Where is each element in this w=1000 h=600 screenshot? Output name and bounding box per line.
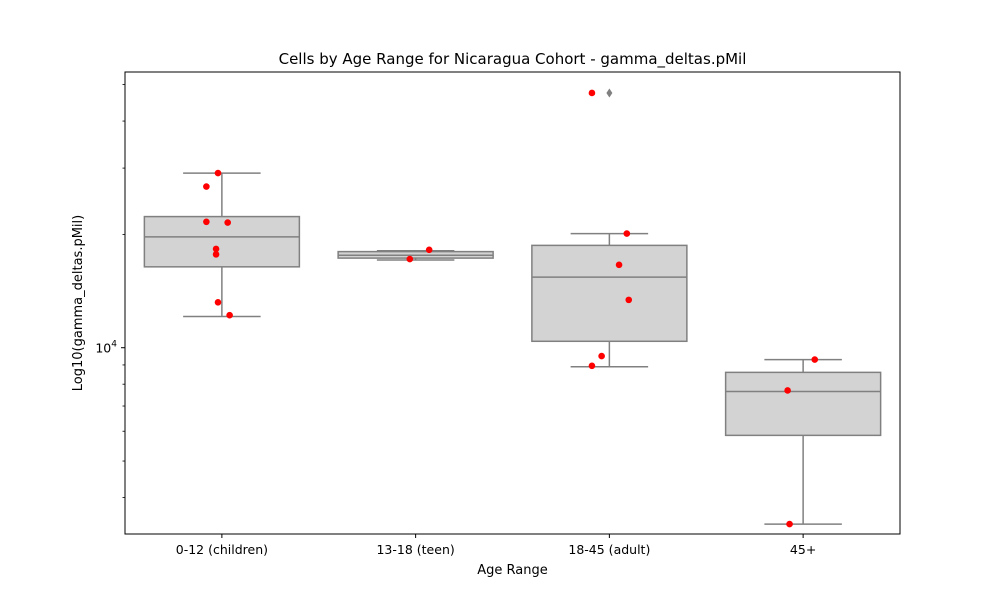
x-axis-ticks: 0-12 (children) 13-18 (teen) 18-45 (adult)… bbox=[176, 534, 816, 557]
data-point bbox=[615, 261, 623, 269]
box-group-2 bbox=[531, 88, 688, 368]
y-axis-label: Log10(gamma_deltas.pMil) bbox=[71, 215, 86, 391]
y-tick-base: 10 bbox=[95, 341, 111, 356]
outlier-marker bbox=[606, 88, 613, 98]
data-point bbox=[214, 169, 222, 177]
x-tick-label: 13-18 (teen) bbox=[376, 542, 454, 557]
y-tick-exponent: 4 bbox=[111, 340, 117, 350]
data-point bbox=[203, 218, 210, 226]
box-group-1 bbox=[337, 249, 494, 261]
data-point bbox=[623, 230, 631, 237]
x-axis-label: Age Range bbox=[477, 563, 547, 578]
x-tick-label: 0-12 (children) bbox=[176, 542, 268, 557]
data-point bbox=[786, 520, 793, 528]
data-point bbox=[212, 251, 220, 258]
box-group-0 bbox=[143, 172, 301, 318]
x-tick-label: 18-45 (adult) bbox=[568, 542, 650, 557]
plot-frame bbox=[124, 71, 901, 535]
data-point bbox=[588, 89, 596, 97]
data-point bbox=[425, 246, 433, 254]
data-point bbox=[784, 387, 791, 394]
x-tick-label: 45+ bbox=[790, 542, 816, 557]
iqr-box bbox=[724, 371, 882, 437]
data-point bbox=[625, 296, 633, 304]
data-point bbox=[224, 219, 231, 226]
data-point bbox=[588, 362, 596, 370]
data-point bbox=[203, 183, 210, 190]
data-point bbox=[212, 245, 220, 253]
data-point bbox=[226, 311, 233, 319]
y-axis-ticks: 104 bbox=[95, 84, 125, 498]
box-group-3 bbox=[724, 358, 882, 525]
iqr-box bbox=[143, 215, 301, 268]
data-point bbox=[214, 299, 222, 306]
plot-area bbox=[143, 88, 882, 528]
data-point bbox=[406, 255, 414, 263]
data-point bbox=[811, 356, 819, 363]
data-point bbox=[598, 352, 605, 360]
y-tick-label: 104 bbox=[95, 340, 117, 356]
iqr-box bbox=[531, 244, 688, 343]
chart-title: Cells by Age Range for Nicaragua Cohort … bbox=[279, 50, 747, 69]
